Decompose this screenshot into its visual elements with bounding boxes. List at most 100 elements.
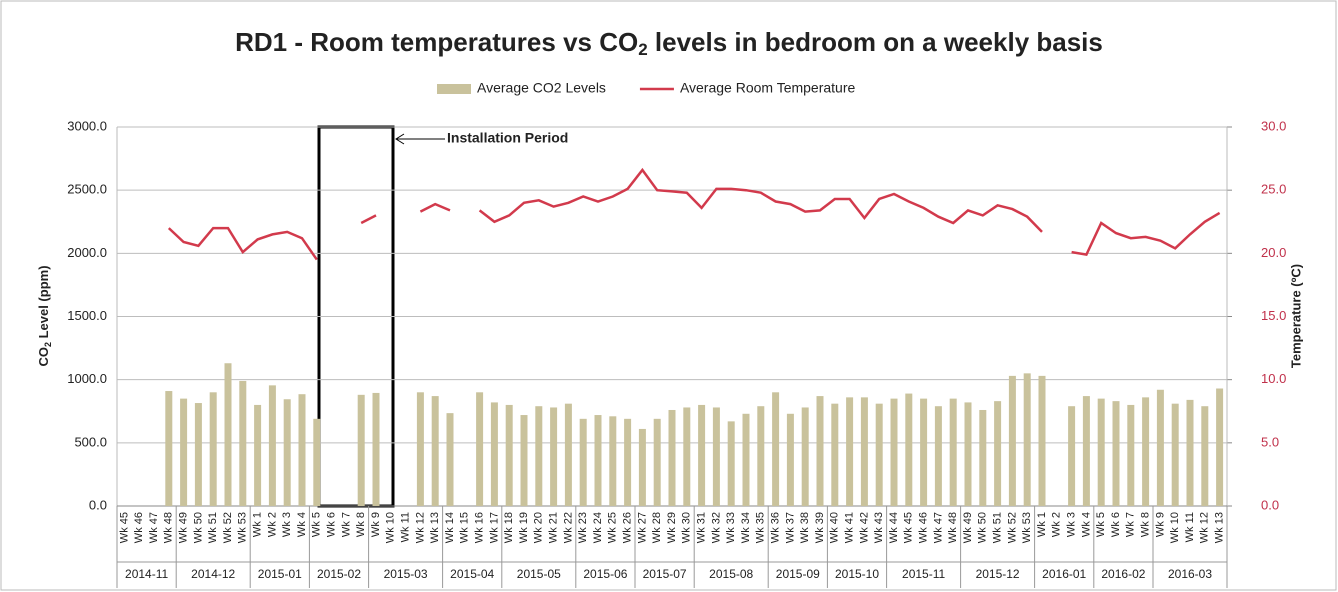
month-label: 2015-08 [709, 567, 753, 581]
y2-tick-label: 30.0 [1261, 118, 1286, 133]
bar [298, 394, 306, 506]
bar [1142, 397, 1150, 506]
x-tick-label: Wk 22 [562, 512, 574, 543]
bar [683, 407, 691, 506]
bar [431, 396, 439, 506]
y2-tick-label: 25.0 [1261, 182, 1286, 197]
x-tick-label: Wk 27 [636, 512, 648, 543]
x-tick-label: Wk 40 [829, 512, 841, 543]
label-part: 2 [43, 342, 53, 347]
x-tick-label: Wk 3 [1066, 512, 1078, 537]
bar [209, 392, 217, 506]
x-tick-label: Wk 45 [903, 512, 915, 543]
x-tick-label: Wk 17 [488, 512, 500, 543]
x-tick-label: Wk 9 [370, 512, 382, 537]
y-tick-label: 500.0 [74, 434, 107, 449]
y2-tick-label: 10.0 [1261, 371, 1286, 386]
x-tick-label: Wk 46 [133, 512, 145, 543]
x-tick-label: Wk 7 [340, 512, 352, 537]
x-tick-label: Wk 45 [118, 512, 130, 543]
bar [609, 416, 617, 506]
bar [165, 391, 173, 506]
bar [535, 406, 543, 506]
x-tick-label: Wk 12 [1199, 512, 1211, 543]
x-tick-label: Wk 30 [681, 512, 693, 543]
x-tick-label: Wk 32 [710, 512, 722, 543]
x-tick-label: Wk 52 [222, 512, 234, 543]
x-tick-label: Wk 48 [163, 512, 175, 543]
x-tick-label: Wk 41 [844, 512, 856, 543]
month-label: 2015-02 [317, 567, 361, 581]
bar [624, 418, 632, 506]
bar [1082, 396, 1090, 506]
x-tick-label: Wk 12 [414, 512, 426, 543]
x-tick-label: Wk 20 [533, 512, 545, 543]
bar [905, 393, 913, 506]
bar [1201, 406, 1209, 506]
bar [638, 428, 646, 506]
x-tick-label: Wk 43 [873, 512, 885, 543]
x-tick-label: Wk 6 [326, 512, 338, 537]
bar [594, 415, 602, 506]
bar [920, 398, 928, 506]
month-label: 2015-09 [776, 567, 820, 581]
bar [727, 421, 735, 506]
annotation: Installation Period [447, 130, 568, 146]
month-label: 2016-03 [1168, 567, 1212, 581]
x-tick-label: Wk 8 [355, 512, 367, 537]
x-tick-label: Wk 1 [252, 512, 264, 537]
x-tick-label: Wk 4 [1080, 512, 1092, 537]
x-tick-label: Wk 47 [148, 512, 160, 543]
bar [1127, 404, 1135, 506]
bar [194, 403, 202, 506]
x-tick-label: Wk 35 [755, 512, 767, 543]
bar [979, 409, 987, 506]
bar [653, 418, 661, 506]
x-tick-label: Wk 51 [992, 512, 1004, 543]
bar [712, 407, 720, 506]
x-tick-label: Wk 53 [237, 512, 249, 543]
x-tick-label: Wk 8 [1140, 512, 1152, 537]
bar [994, 401, 1002, 506]
bar [831, 403, 839, 506]
bar [1112, 401, 1120, 506]
month-label: 2015-04 [450, 567, 494, 581]
x-tick-label: Wk 50 [192, 512, 204, 543]
x-tick-label: Wk 14 [444, 512, 456, 543]
x-tick-label: Wk 3 [281, 512, 293, 537]
x-tick-label: Wk 26 [622, 512, 634, 543]
x-tick-label: Wk 37 [784, 512, 796, 543]
y-tick-label: 2500.0 [67, 182, 107, 197]
y2-tick-label: 20.0 [1261, 245, 1286, 260]
label-part: Level (ppm) [36, 265, 51, 342]
y-tick-label: 1000.0 [67, 371, 107, 386]
x-tick-label: Wk 2 [1051, 512, 1063, 537]
x-tick-label: Wk 24 [592, 512, 604, 543]
bar [1216, 388, 1224, 506]
x-tick-label: Wk 4 [296, 512, 308, 537]
month-label: 2015-01 [258, 567, 302, 581]
bar [1156, 389, 1164, 506]
bar [254, 404, 262, 506]
x-tick-label: Wk 11 [1184, 512, 1196, 542]
x-tick-label: Wk 42 [858, 512, 870, 543]
y-tick-label: 0.0 [89, 497, 107, 512]
bar [1023, 373, 1031, 506]
x-tick-label: Wk 44 [888, 512, 900, 543]
bar [268, 385, 276, 506]
bar [860, 397, 868, 506]
x-tick-label: Wk 16 [474, 512, 486, 543]
bar [357, 394, 365, 506]
x-tick-label: Wk 52 [1006, 512, 1018, 543]
x-tick-label: Wk 49 [962, 512, 974, 543]
x-tick-label: Wk 50 [977, 512, 989, 543]
bar [505, 404, 513, 506]
bar [949, 398, 957, 506]
bar [564, 403, 572, 506]
x-tick-label: Wk 11 [400, 512, 412, 542]
line [167, 167, 1221, 261]
x-tick-label: Wk 18 [503, 512, 515, 543]
legend-label: Average Room Temperature [680, 80, 856, 96]
month-label: 2015-07 [643, 567, 687, 581]
title-part: 2 [638, 40, 647, 59]
